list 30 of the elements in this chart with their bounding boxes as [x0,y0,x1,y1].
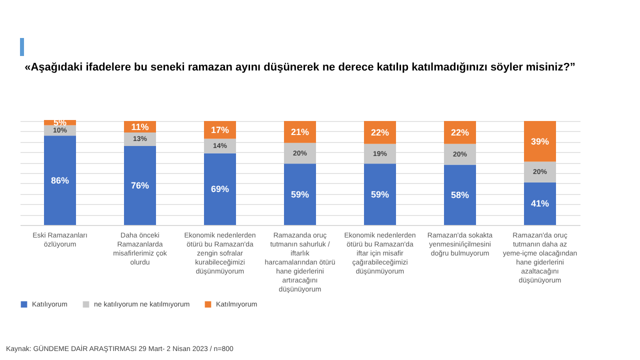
data-label: 59% [370,189,390,200]
bar [44,136,76,225]
data-label: 59% [290,189,310,200]
bar [524,182,556,225]
data-label: 17% [210,124,230,135]
data-label: 76% [130,180,150,190]
bar [444,121,476,144]
bar [524,121,556,162]
bar [364,121,396,144]
data-label: 11% [131,122,149,132]
data-label: 39% [530,136,550,146]
data-label: 58% [450,190,470,200]
bar [284,164,316,225]
bar [444,144,476,165]
bar [284,142,316,164]
data-label: 22% [450,127,470,138]
data-label: 21% [290,126,310,137]
bar [524,162,556,182]
chart-title: «Aşağıdaki ifadelere bu seneki ramazan ayını düşünerek ne derece katılıp katılmadığınızı söyler misiniz?” [24,62,576,74]
bar [364,164,396,225]
bar [284,121,316,143]
bar [124,146,156,225]
data-label: 22% [370,127,390,138]
bar [444,164,476,225]
data-label: 86% [50,175,70,186]
bar [204,153,236,225]
bar [204,138,236,154]
data-label: 69% [210,184,230,194]
bar [364,144,396,164]
data-label: 41% [530,198,550,209]
